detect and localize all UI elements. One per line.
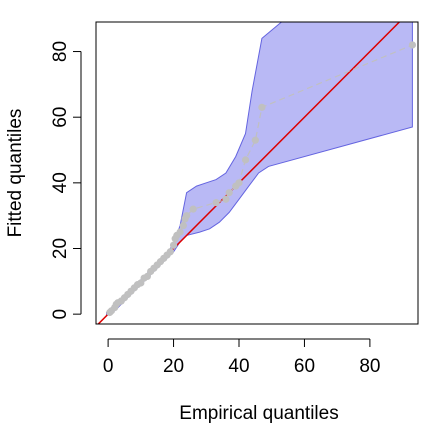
x-tick-label: 40 <box>228 356 249 377</box>
plot-frame <box>95 21 419 325</box>
y-tick-label: 0 <box>50 309 71 320</box>
x-tick-label: 80 <box>359 356 380 377</box>
data-point <box>169 241 178 249</box>
x-axis: 0 20 40 60 80 <box>103 338 380 377</box>
data-point <box>222 195 230 203</box>
points-layer <box>106 41 417 317</box>
data-point <box>176 228 184 236</box>
y-tick-label: 80 <box>50 41 71 62</box>
x-axis-label: Empirical quantiles <box>179 403 338 424</box>
data-point <box>183 212 191 220</box>
x-tick-label: 0 <box>103 356 114 377</box>
x-tick-label: 20 <box>163 356 184 377</box>
data-point <box>189 205 197 213</box>
data-point <box>241 156 250 164</box>
data-point <box>258 103 266 111</box>
data-point <box>225 189 233 197</box>
data-point <box>179 221 187 230</box>
data-point <box>166 248 174 256</box>
y-tick-label: 60 <box>50 107 71 128</box>
y-axis-label: Fitted quantiles <box>5 109 26 238</box>
data-point <box>212 198 220 207</box>
y-tick-label: 20 <box>50 238 71 259</box>
y-tick-label: 40 <box>50 172 71 193</box>
data-point <box>235 179 243 187</box>
y-axis: 0 20 40 60 80 <box>50 41 82 320</box>
data-point <box>408 41 417 49</box>
data-point <box>251 136 259 144</box>
x-tick-label: 60 <box>294 356 315 377</box>
